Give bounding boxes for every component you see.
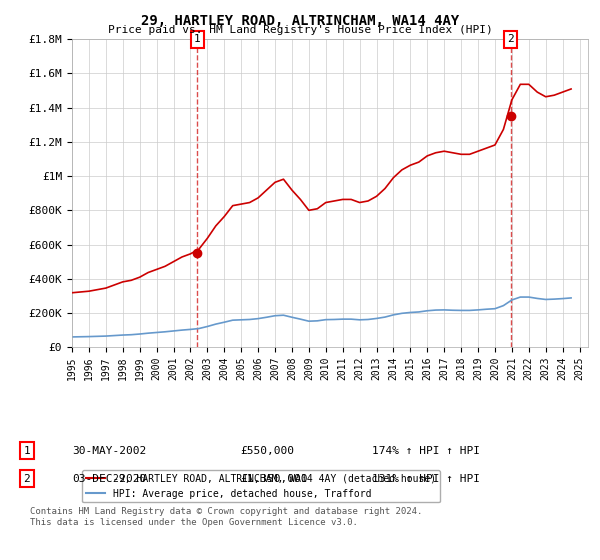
Text: £1,350,000: £1,350,000 bbox=[240, 474, 308, 484]
Text: £550,000: £550,000 bbox=[240, 446, 294, 456]
Text: 131% ↑ HPI ↑ HPI: 131% ↑ HPI ↑ HPI bbox=[372, 474, 480, 484]
Text: Price paid vs. HM Land Registry's House Price Index (HPI): Price paid vs. HM Land Registry's House … bbox=[107, 25, 493, 35]
Text: 2: 2 bbox=[507, 34, 514, 44]
Legend: 29, HARTLEY ROAD, ALTRINCHAM, WA14 4AY (detached house), HPI: Average price, det: 29, HARTLEY ROAD, ALTRINCHAM, WA14 4AY (… bbox=[82, 470, 440, 502]
Text: 1: 1 bbox=[23, 446, 31, 456]
Text: Contains HM Land Registry data © Crown copyright and database right 2024.: Contains HM Land Registry data © Crown c… bbox=[30, 507, 422, 516]
Text: This data is licensed under the Open Government Licence v3.0.: This data is licensed under the Open Gov… bbox=[30, 518, 358, 527]
Text: 03-DEC-2020: 03-DEC-2020 bbox=[72, 474, 146, 484]
Text: 1: 1 bbox=[194, 34, 201, 44]
Text: 174% ↑ HPI ↑ HPI: 174% ↑ HPI ↑ HPI bbox=[372, 446, 480, 456]
Text: 29, HARTLEY ROAD, ALTRINCHAM, WA14 4AY: 29, HARTLEY ROAD, ALTRINCHAM, WA14 4AY bbox=[141, 14, 459, 28]
Text: 30-MAY-2002: 30-MAY-2002 bbox=[72, 446, 146, 456]
Text: 2: 2 bbox=[23, 474, 31, 484]
